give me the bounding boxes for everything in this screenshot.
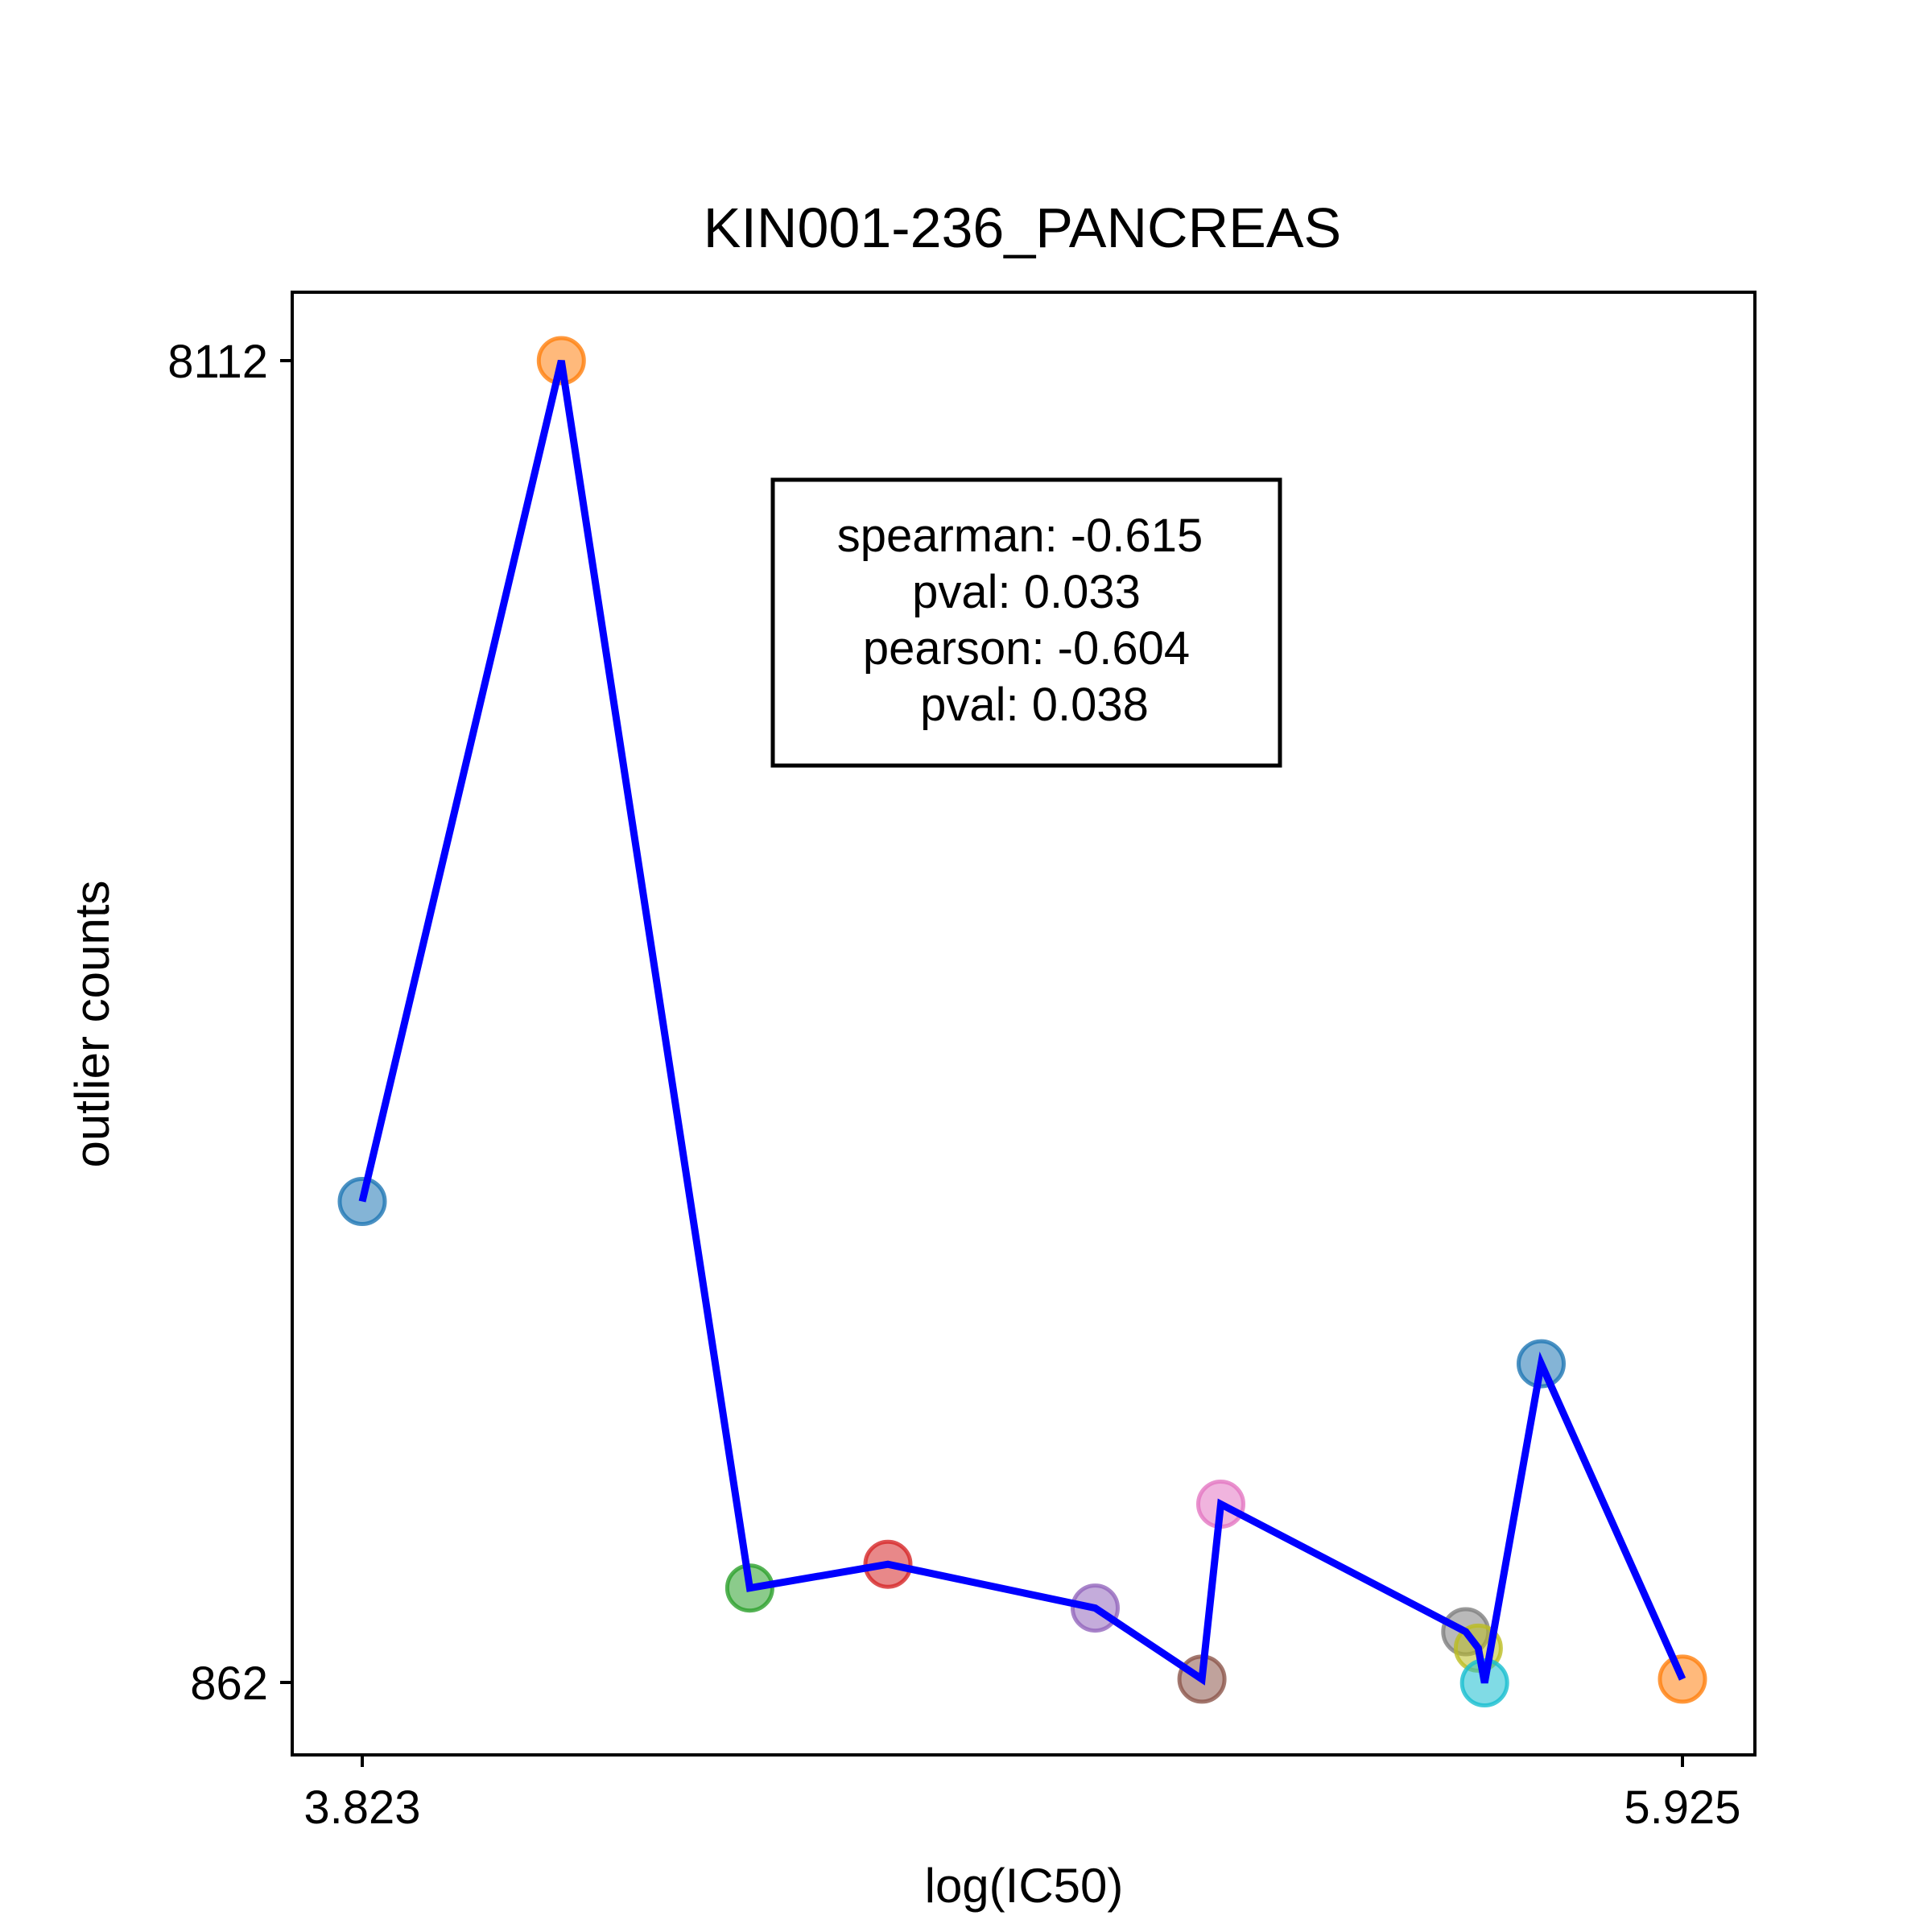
y-tick-label-1: 862: [190, 1657, 268, 1710]
stats-annotation-box: [770, 477, 1282, 768]
x-tick-label-0: 3.823: [303, 1781, 420, 1834]
x-axis: 3.823 5.925 log(IC50): [303, 1755, 1741, 1913]
y-axis-label: outlier counts: [65, 881, 119, 1168]
x-tick-label-1: 5.925: [1624, 1781, 1740, 1834]
plot-area: [291, 291, 1757, 1757]
stats-line-pearson-pval: pval: 0.038: [920, 679, 1149, 731]
y-tick-label-0: 8112: [167, 336, 268, 388]
chart-title: KIN001-236_PANCREAS: [704, 196, 1341, 259]
stats-line-spearman-pval: pval: 0.033: [912, 566, 1141, 618]
x-axis-label: log(IC50): [925, 1859, 1124, 1913]
data-layer: [337, 336, 1707, 1707]
stats-line-spearman: spearman: -0.615: [837, 510, 1203, 562]
stats-annotation: spearman: -0.615 pval: 0.033 pearson: -0…: [770, 477, 1282, 768]
y-axis: 8112 862 outlier counts: [65, 336, 292, 1710]
stats-line-pearson: pearson: -0.604: [863, 622, 1190, 675]
series-line: [358, 359, 1686, 1686]
